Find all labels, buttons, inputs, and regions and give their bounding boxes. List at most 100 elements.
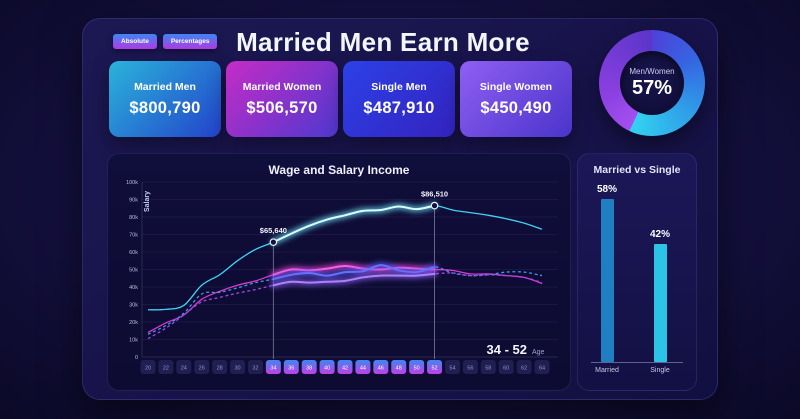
series-glow [270, 202, 438, 245]
bar-single [653, 243, 667, 362]
age-button-label: 56 [467, 366, 473, 372]
age-button-label: 26 [199, 366, 205, 372]
age-button-34[interactable] [265, 360, 281, 374]
line-chart-title: Wage and Salary Income [268, 163, 410, 177]
donut-center: Men/Women 57% [620, 51, 684, 115]
age-button-50[interactable] [409, 360, 425, 374]
series-line-married-women [147, 265, 543, 334]
age-button-62[interactable] [516, 360, 532, 374]
age-button-label: 32 [252, 366, 258, 372]
stat-card-value: $487,910 [363, 98, 435, 117]
donut-ring: Men/Women 57% [599, 30, 705, 136]
age-button-label: 48 [396, 366, 402, 372]
married-vs-single-bar-panel: Married vs Single 58% Married 42% Single [577, 153, 697, 391]
age-button-58[interactable] [480, 360, 496, 374]
percentages-toggle-button[interactable]: Percentages [162, 34, 218, 49]
age-button-label: 50 [414, 366, 420, 372]
age-button-label: 64 [539, 366, 545, 372]
bar-value-label: 42% [649, 228, 670, 240]
bar-chart: 58% Married 42% Single [578, 154, 696, 390]
stat-cards-row: Married Men $800,790 Married Women $506,… [109, 61, 572, 137]
age-button-28[interactable] [212, 360, 228, 374]
age-button-56[interactable] [462, 360, 478, 374]
age-button-24[interactable] [176, 360, 192, 374]
bar-married [600, 199, 614, 362]
age-button-label: 36 [288, 366, 294, 372]
stat-card-value: $800,790 [129, 98, 201, 117]
bar-category-label: Married [595, 367, 619, 374]
stat-card-label: Single Men [371, 80, 427, 93]
stat-card-married-men: Married Men $800,790 [109, 61, 221, 137]
bar-chart-baseline [591, 362, 683, 363]
age-button-54[interactable] [444, 360, 460, 374]
absolute-toggle-button[interactable]: Absolute [113, 34, 157, 49]
age-button-label: 40 [324, 366, 330, 372]
series-highlight-core [272, 204, 436, 244]
age-button-48[interactable] [391, 360, 407, 374]
wage-salary-line-chart-panel: Wage and Salary Income 0 10k 20k 30k 40k 50k 6… [107, 153, 571, 391]
y-tick-label: 80k [129, 215, 138, 221]
bar-value-label: 58% [596, 184, 617, 196]
stat-card-value: $450,490 [480, 98, 552, 117]
series-highlight-core [272, 272, 436, 287]
bar-chart-title: Married vs Single [593, 164, 681, 176]
page-title: Married Men Earn More [236, 27, 530, 57]
series-highlight-core [272, 264, 436, 281]
age-button-label: 28 [217, 366, 223, 372]
age-button-42[interactable] [337, 360, 353, 374]
stat-card-label: Married Men [134, 80, 196, 93]
age-button-label: 54 [449, 366, 455, 372]
age-button-label: 52 [431, 366, 437, 372]
line-chart: 0 10k 20k 30k 40k 50k 60k 70k 80k 90k 100k Salary $6… [126, 180, 558, 374]
data-point-marker [430, 201, 439, 210]
age-button-label: 34 [270, 366, 276, 372]
view-toggle-group: Absolute Percentages [113, 34, 218, 49]
age-button-52[interactable] [427, 360, 443, 374]
age-button-26[interactable] [194, 360, 210, 374]
men-women-donut-chart: Men/Women 57% [599, 30, 705, 136]
y-tick-label: 90k [129, 198, 138, 204]
stat-card-married-women: Married Women $506,570 [226, 61, 338, 137]
age-button-38[interactable] [301, 360, 317, 374]
age-button-22[interactable] [158, 360, 174, 374]
age-button-label: 30 [234, 366, 240, 372]
series-highlight-core [272, 264, 436, 276]
series-line-single-women [147, 272, 543, 340]
age-button-label: 22 [163, 366, 169, 372]
y-tick-label: 10k [129, 338, 138, 344]
stat-card-value: $506,570 [246, 98, 318, 117]
dashboard: Absolute Percentages Married Men Earn Mo… [82, 18, 718, 400]
y-tick-label: 70k [129, 233, 138, 239]
age-button-30[interactable] [230, 360, 246, 374]
age-button-36[interactable] [283, 360, 299, 374]
y-tick-label: 100k [126, 180, 138, 186]
donut-percentage: 57% [631, 76, 673, 99]
age-button-44[interactable] [355, 360, 371, 374]
age-button-40[interactable] [319, 360, 335, 374]
data-point-annotation: $86,510 [421, 190, 448, 199]
age-button-label: 60 [503, 366, 509, 372]
age-button-64[interactable] [534, 360, 550, 374]
age-button-label: 44 [360, 366, 366, 372]
donut-label: Men/Women [629, 66, 675, 76]
y-tick-label: 60k [129, 250, 138, 256]
age-button-46[interactable] [373, 360, 389, 374]
age-button-20[interactable] [140, 360, 156, 374]
y-tick-label: 40k [129, 285, 138, 291]
series-line-married-men [147, 204, 543, 311]
data-point-marker [269, 238, 278, 246]
y-tick-label: 0 [135, 355, 138, 361]
stat-card-single-women: Single Women $450,490 [460, 61, 572, 137]
age-button-60[interactable] [498, 360, 514, 374]
stat-card-label: Married Women [242, 80, 322, 93]
bar-category-label: Single [650, 367, 670, 374]
stat-card-label: Single Women [479, 80, 553, 93]
age-button-label: 46 [378, 366, 384, 372]
age-button-32[interactable] [247, 360, 263, 374]
y-tick-label: 20k [129, 320, 138, 326]
age-button-label: 62 [521, 366, 527, 372]
y-tick-label: 50k [129, 268, 138, 274]
age-button-label: 38 [306, 366, 312, 372]
data-point-annotation: $65,640 [260, 226, 287, 235]
age-range-suffix: Age [532, 349, 545, 356]
